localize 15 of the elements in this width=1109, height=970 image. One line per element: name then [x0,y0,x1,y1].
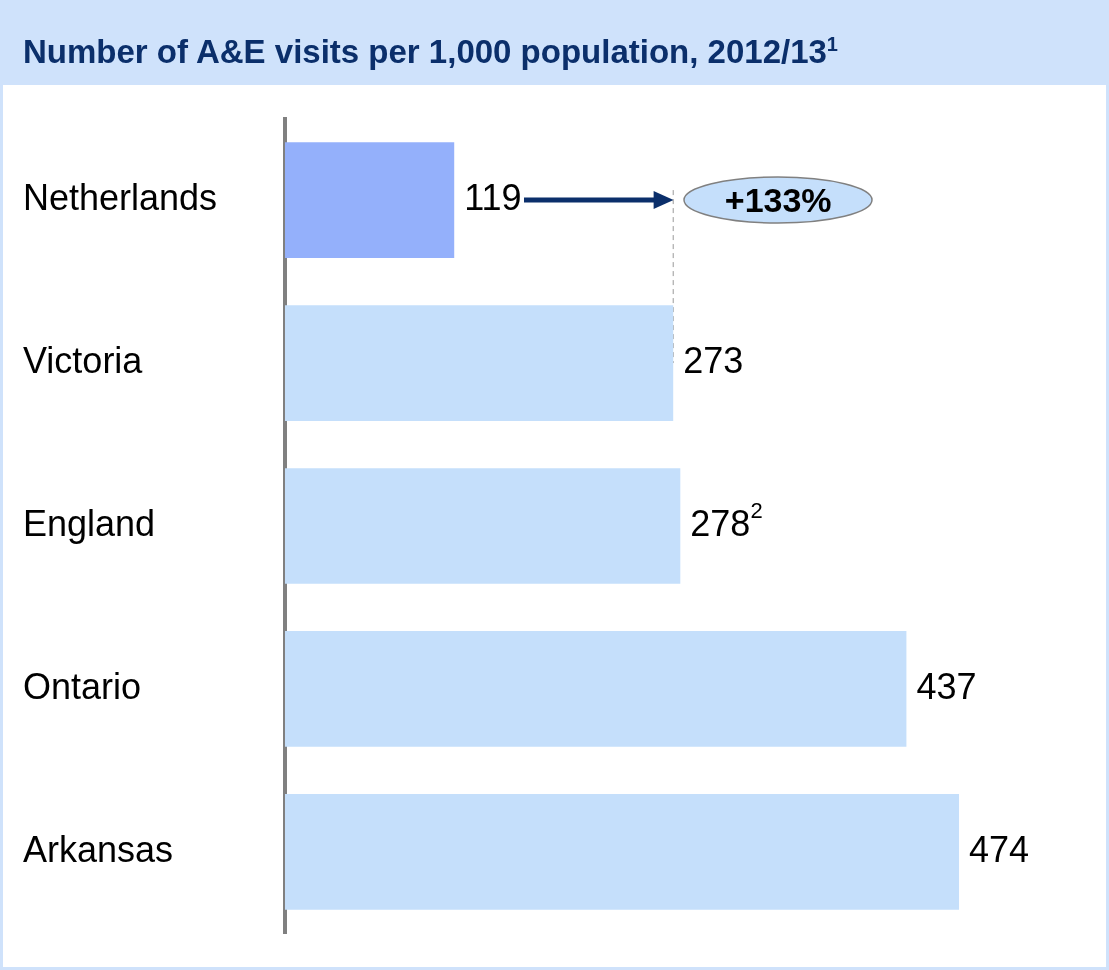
y-tick-label: Netherlands [23,177,218,218]
bar [285,794,960,910]
data-label: 437 [916,665,977,707]
bar [285,305,674,421]
y-tick-label: Ontario [23,665,142,707]
bar [285,468,681,584]
y-tick-label: England [23,502,156,544]
bar [285,631,907,747]
data-label: 273 [683,339,744,381]
y-tick-label: Arkansas [23,828,174,870]
bar [285,142,455,258]
y-tick-label: Victoria [23,339,144,381]
chart-title: Number of A&E visits per 1,000 population, 2012/13$^{1}$ [3,3,1106,85]
data-label: 474 [969,828,1030,870]
data-label: 119 [464,177,522,218]
